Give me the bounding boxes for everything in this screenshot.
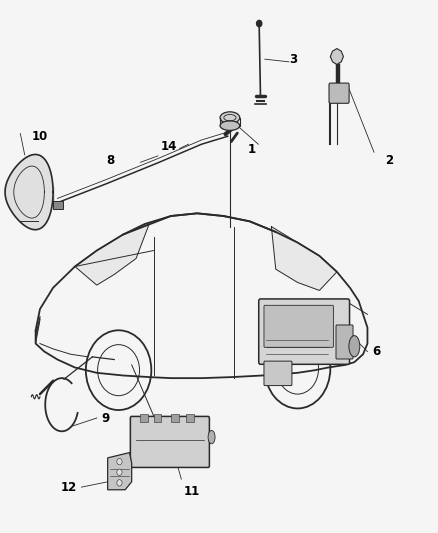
Bar	[171, 414, 179, 422]
Bar	[141, 414, 148, 422]
Bar	[186, 414, 194, 422]
Text: 7: 7	[19, 199, 27, 212]
FancyBboxPatch shape	[329, 83, 349, 103]
FancyBboxPatch shape	[264, 305, 333, 348]
Text: 2: 2	[385, 154, 393, 167]
Ellipse shape	[220, 112, 240, 124]
Bar	[153, 414, 161, 422]
Circle shape	[117, 469, 122, 475]
Polygon shape	[5, 155, 53, 230]
Text: 6: 6	[372, 345, 380, 358]
FancyBboxPatch shape	[131, 416, 209, 467]
Polygon shape	[75, 224, 149, 285]
Ellipse shape	[220, 121, 240, 131]
FancyBboxPatch shape	[53, 200, 63, 208]
Text: 1: 1	[247, 143, 255, 156]
Text: 8: 8	[106, 154, 114, 167]
Circle shape	[257, 20, 262, 27]
FancyBboxPatch shape	[336, 325, 353, 359]
Polygon shape	[108, 453, 132, 490]
Polygon shape	[330, 49, 343, 64]
Text: 9: 9	[101, 411, 110, 424]
Text: 3: 3	[289, 53, 297, 66]
Circle shape	[117, 480, 122, 486]
Text: 10: 10	[31, 130, 47, 143]
Ellipse shape	[208, 431, 215, 444]
Text: 11: 11	[184, 485, 200, 498]
FancyBboxPatch shape	[259, 299, 350, 365]
Ellipse shape	[349, 336, 360, 357]
Text: 12: 12	[61, 481, 77, 494]
Polygon shape	[272, 227, 337, 290]
Circle shape	[117, 458, 122, 465]
FancyBboxPatch shape	[264, 361, 292, 385]
Text: 14: 14	[161, 140, 177, 154]
